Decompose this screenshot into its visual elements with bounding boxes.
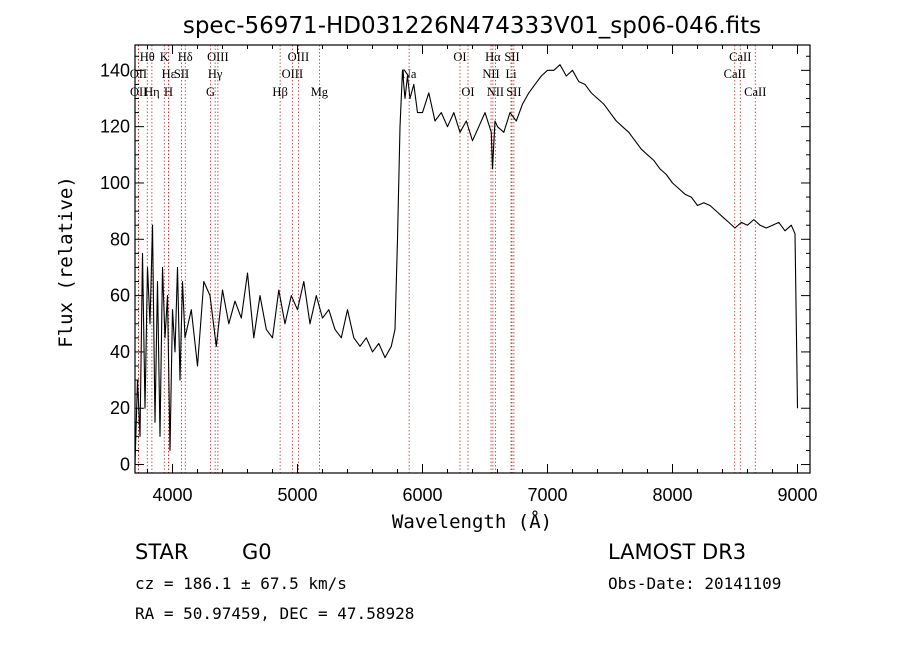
y-tick-label: 80 (110, 229, 130, 249)
x-axis-ticks: 4000 5000 6000 7000 8000 9000 (147, 45, 818, 505)
spectral-line-label: NII (482, 67, 499, 81)
spectral-line-label: OII (130, 67, 147, 81)
spectral-line-label: Mg (311, 85, 329, 99)
redshift-velocity: cz = 186.1 ± 67.5 km/s (135, 574, 347, 593)
y-tick-label: 120 (100, 117, 130, 137)
y-tick-label: 60 (110, 286, 130, 306)
series-line-flux (134, 64, 799, 465)
y-tick-label: 0 (120, 455, 130, 475)
spectral-line-label: Hθ (140, 50, 155, 64)
spectral-line-label: OI (453, 50, 466, 64)
spectral-line-label: OI (461, 85, 474, 99)
spectral-line-markers (137, 45, 756, 473)
plot-frame (134, 44, 811, 474)
spectral-line-label: CaII (724, 67, 746, 81)
spectral-line-label: Na (402, 67, 417, 81)
y-axis-label: Flux (relative) (55, 176, 77, 348)
survey-name: LAMOST DR3 (608, 540, 746, 564)
spectral-line-label: K (160, 50, 169, 64)
spectral-line-label: OIII (288, 50, 310, 64)
spectral-line-label: Hα (485, 50, 501, 64)
spectral-line-label: SII (506, 85, 521, 99)
spectral-line-label: Hε (162, 67, 176, 81)
spectral-line-label: SII (174, 67, 189, 81)
chart-title: spec-56971-HD031226N474333V01_sp06-046.f… (183, 13, 761, 39)
spectral-line-label: CaII (744, 85, 766, 99)
spectral-line-label: OII (130, 85, 147, 99)
y-axis-ticks: 0 20 40 60 80 100 120 140 (100, 55, 810, 475)
x-tick-label: 6000 (402, 485, 442, 505)
spectral-line-label: Hβ (272, 85, 287, 99)
spectral-line-label: Hη (144, 85, 160, 99)
x-tick-label: 5000 (277, 485, 317, 505)
series-group (134, 64, 799, 465)
spectral-line-label: G (206, 85, 215, 99)
spectral-line-label: Hγ (208, 67, 223, 81)
spectral-line-label: CaII (729, 50, 751, 64)
observation-date: Obs-Date: 20141109 (608, 574, 781, 593)
y-tick-label: 20 (110, 398, 130, 418)
sky-coordinates: RA = 50.97459, DEC = 47.58928 (135, 604, 414, 623)
spectral-line-label: OIII (282, 67, 304, 81)
x-tick-label: 7000 (527, 485, 567, 505)
spectral-line-label: Li (505, 67, 517, 81)
y-tick-label: 140 (100, 60, 130, 80)
spectral-line-label: H (164, 85, 173, 99)
x-tick-label: 8000 (652, 485, 692, 505)
spectral-line-label: OIII (207, 50, 229, 64)
x-tick-label: 9000 (777, 485, 817, 505)
y-tick-label: 40 (110, 342, 130, 362)
object-subclass: G0 (242, 540, 272, 564)
spectral-line-label: SII (504, 50, 519, 64)
x-axis-label: Wavelength (Å) (392, 510, 552, 533)
spectral-line-label: Hδ (178, 50, 193, 64)
spectral-line-label: NII (487, 85, 504, 99)
object-class: STAR (135, 540, 188, 564)
x-tick-label: 4000 (152, 485, 192, 505)
y-tick-label: 100 (100, 173, 130, 193)
